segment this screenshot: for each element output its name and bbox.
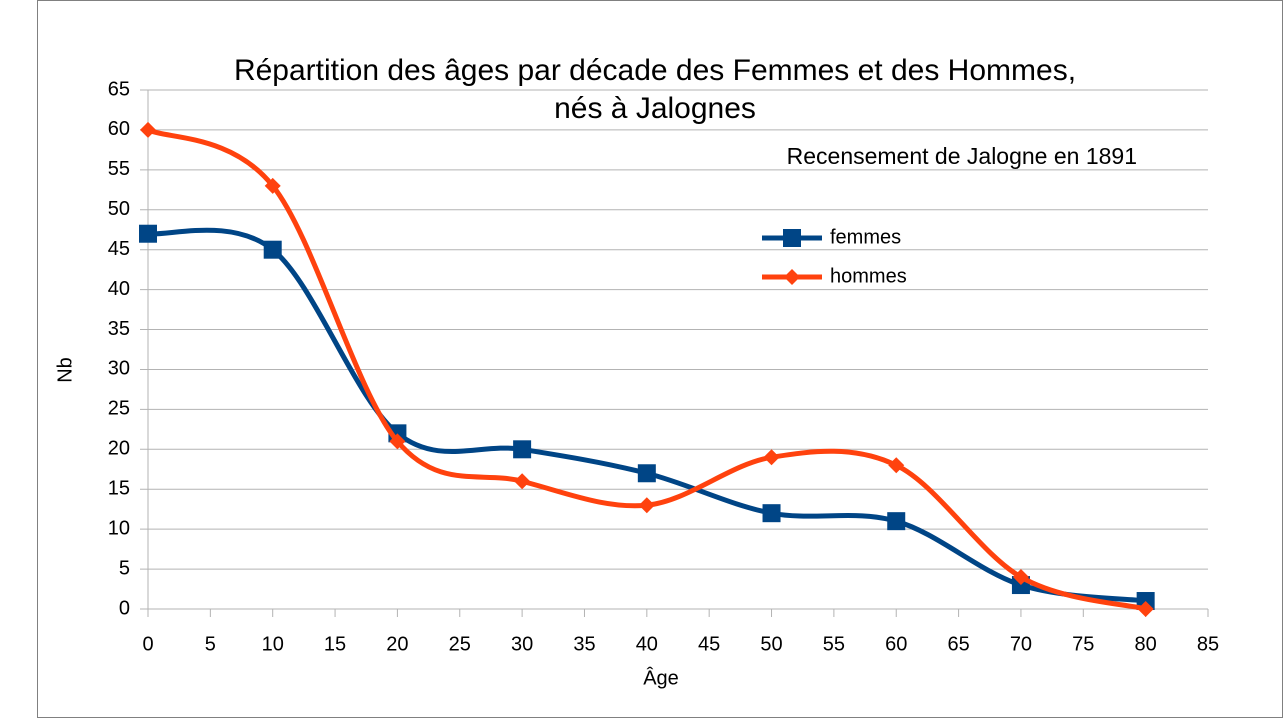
- legend-label: hommes: [830, 265, 907, 287]
- y-tick-label: 60: [108, 118, 130, 140]
- y-tick-label: 0: [119, 597, 130, 619]
- chart-title: nés à Jalognes: [554, 92, 756, 125]
- x-tick-label: 55: [823, 633, 845, 655]
- x-tick-label: 0: [142, 633, 153, 655]
- x-tick-label: 85: [1197, 633, 1219, 655]
- y-tick-label: 45: [108, 238, 130, 260]
- marker: [784, 269, 800, 285]
- marker: [1012, 569, 1029, 586]
- chart-title: Répartition des âges par décade des Femm…: [234, 54, 1076, 87]
- marker: [139, 224, 157, 243]
- y-tick-label: 35: [108, 318, 130, 340]
- y-tick-label: 5: [119, 557, 130, 579]
- x-tick-label: 20: [386, 633, 408, 655]
- marker: [514, 473, 531, 490]
- y-tick-label: 30: [108, 358, 130, 380]
- series-line: [147, 227, 1146, 604]
- y-tick-label: 15: [108, 478, 130, 500]
- x-tick-label: 75: [1072, 633, 1094, 655]
- y-axis-label: Nb: [54, 357, 76, 383]
- marker: [783, 229, 801, 247]
- marker: [263, 240, 282, 259]
- x-tick-label: 60: [885, 633, 907, 655]
- marker: [1137, 601, 1154, 617]
- marker: [264, 177, 281, 194]
- marker: [887, 512, 906, 531]
- marker: [389, 433, 406, 450]
- x-tick-label: 80: [1135, 633, 1157, 655]
- y-tick-label: 40: [108, 278, 130, 300]
- y-tick-label: 50: [108, 198, 130, 220]
- y-tick-label: 65: [108, 78, 130, 100]
- y-tick-label: 20: [108, 438, 130, 460]
- x-tick-label: 35: [573, 633, 595, 655]
- y-tick-label: 10: [108, 517, 130, 539]
- marker: [888, 457, 905, 474]
- x-axis-label: Âge: [643, 666, 679, 689]
- x-tick-label: 50: [760, 633, 782, 655]
- annotation: Recensement de Jalogne en 1891: [787, 143, 1137, 169]
- x-tick-label: 45: [698, 633, 720, 655]
- marker: [762, 504, 781, 523]
- legend-label: femmes: [830, 226, 901, 248]
- y-tick-label: 25: [108, 398, 130, 420]
- marker: [763, 449, 780, 466]
- y-tick-label: 55: [108, 158, 130, 180]
- marker: [513, 440, 532, 459]
- x-tick-label: 25: [449, 633, 471, 655]
- x-tick-label: 30: [511, 633, 533, 655]
- x-tick-label: 15: [324, 633, 346, 655]
- x-tick-label: 40: [636, 633, 658, 655]
- x-tick-label: 10: [262, 633, 284, 655]
- marker: [140, 121, 156, 138]
- x-tick-label: 5: [205, 633, 216, 655]
- series-line: [146, 127, 1147, 612]
- x-tick-label: 65: [947, 633, 969, 655]
- marker: [637, 464, 656, 483]
- marker: [638, 497, 655, 514]
- x-tick-label: 70: [1010, 633, 1032, 655]
